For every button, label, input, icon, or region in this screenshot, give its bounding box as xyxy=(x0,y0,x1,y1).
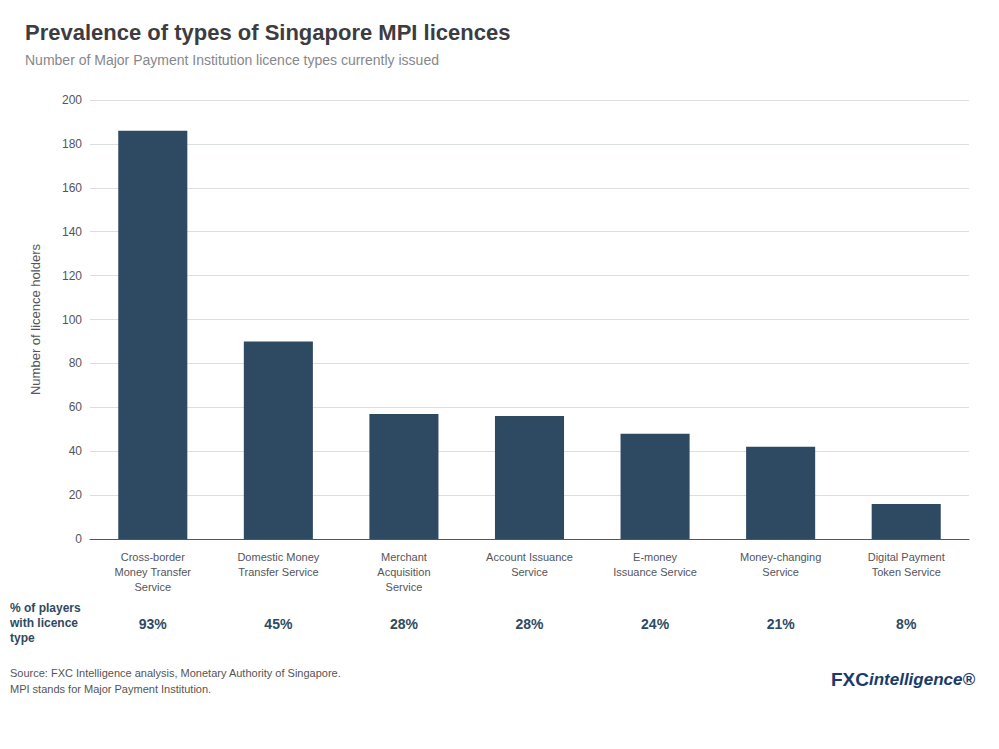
svg-text:Money Transfer: Money Transfer xyxy=(115,566,192,578)
svg-text:28%: 28% xyxy=(390,616,419,632)
svg-text:0: 0 xyxy=(75,532,82,546)
svg-text:Acquisition: Acquisition xyxy=(377,566,430,578)
svg-text:Money-changing: Money-changing xyxy=(740,551,821,563)
svg-text:Number of licence holders: Number of licence holders xyxy=(28,243,43,395)
svg-text:160: 160 xyxy=(62,181,82,195)
svg-text:with licence: with licence xyxy=(9,616,78,630)
svg-text:Transfer Service: Transfer Service xyxy=(238,566,318,578)
svg-text:21%: 21% xyxy=(767,616,796,632)
svg-text:140: 140 xyxy=(62,225,82,239)
svg-text:E-money: E-money xyxy=(633,551,678,563)
svg-text:Token Service: Token Service xyxy=(872,566,941,578)
svg-text:28%: 28% xyxy=(515,616,544,632)
svg-text:200: 200 xyxy=(62,93,82,107)
svg-text:100: 100 xyxy=(62,313,82,327)
svg-text:Digital Payment: Digital Payment xyxy=(868,551,945,563)
svg-text:FXC: FXC xyxy=(831,669,869,690)
svg-text:Cross-border: Cross-border xyxy=(121,551,186,563)
svg-text:intelligence®: intelligence® xyxy=(869,670,976,689)
svg-text:Account Issuance: Account Issuance xyxy=(486,551,573,563)
svg-text:60: 60 xyxy=(69,400,83,414)
svg-text:120: 120 xyxy=(62,269,82,283)
svg-text:Service: Service xyxy=(386,581,423,593)
svg-text:Issuance Service: Issuance Service xyxy=(613,566,697,578)
svg-text:8%: 8% xyxy=(896,616,917,632)
svg-text:Service: Service xyxy=(511,566,548,578)
svg-text:Domestic Money: Domestic Money xyxy=(237,551,319,563)
svg-text:Number of Major Payment Instit: Number of Major Payment Institution lice… xyxy=(25,52,439,68)
svg-text:Merchant: Merchant xyxy=(381,551,427,563)
svg-text:45%: 45% xyxy=(264,616,293,632)
svg-text:180: 180 xyxy=(62,137,82,151)
svg-text:Source: FXC Intelligence analy: Source: FXC Intelligence analysis, Monet… xyxy=(10,667,341,679)
svg-text:24%: 24% xyxy=(641,616,670,632)
svg-text:type: type xyxy=(10,631,35,645)
svg-text:93%: 93% xyxy=(139,616,168,632)
svg-text:40: 40 xyxy=(69,444,83,458)
svg-text:80: 80 xyxy=(69,356,83,370)
svg-text:20: 20 xyxy=(69,488,83,502)
svg-text:Service: Service xyxy=(134,581,171,593)
svg-text:MPI stands for Major Payment I: MPI stands for Major Payment Institution… xyxy=(10,683,211,695)
svg-text:% of players: % of players xyxy=(10,601,81,615)
svg-text:Prevalence of types of Singapo: Prevalence of types of Singapore MPI lic… xyxy=(25,20,510,45)
svg-text:Service: Service xyxy=(762,566,799,578)
